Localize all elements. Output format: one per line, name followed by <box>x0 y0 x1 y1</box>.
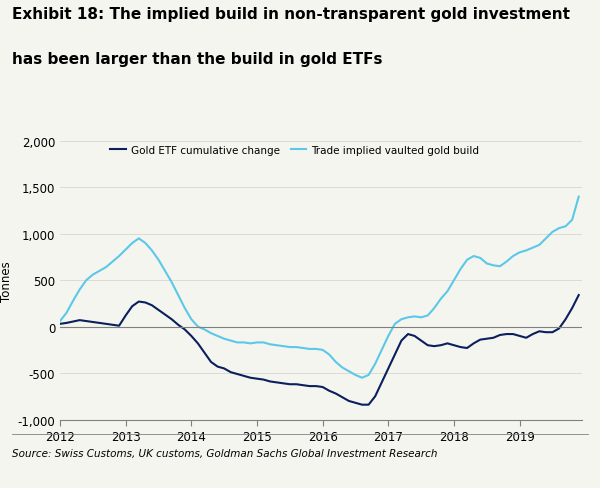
Trade implied vaulted gold build <box>371 361 379 367</box>
Trade implied vaulted gold build <box>398 317 405 323</box>
Trade implied vaulted gold build <box>286 345 293 350</box>
Text: Exhibit 18: The implied build in non-transparent gold investment: Exhibit 18: The implied build in non-tra… <box>12 7 570 22</box>
Gold ETF cumulative change <box>56 321 64 327</box>
Trade implied vaulted gold build <box>378 347 385 353</box>
Trade implied vaulted gold build <box>523 248 530 254</box>
Gold ETF cumulative change <box>575 292 583 298</box>
Text: has been larger than the build in gold ETFs: has been larger than the build in gold E… <box>12 52 383 67</box>
Trade implied vaulted gold build <box>418 315 425 321</box>
Gold ETF cumulative change <box>358 402 365 408</box>
Trade implied vaulted gold build <box>56 319 64 325</box>
Line: Gold ETF cumulative change: Gold ETF cumulative change <box>60 295 579 405</box>
Trade implied vaulted gold build <box>358 375 365 381</box>
Gold ETF cumulative change <box>398 338 405 344</box>
Gold ETF cumulative change <box>378 380 385 386</box>
Gold ETF cumulative change <box>286 382 293 387</box>
Line: Trade implied vaulted gold build: Trade implied vaulted gold build <box>60 197 579 378</box>
Y-axis label: Tonnes: Tonnes <box>0 260 13 301</box>
Gold ETF cumulative change <box>418 338 425 344</box>
Text: Source: Swiss Customs, UK customs, Goldman Sachs Global Investment Research: Source: Swiss Customs, UK customs, Goldm… <box>12 448 437 458</box>
Legend: Gold ETF cumulative change, Trade implied vaulted gold build: Gold ETF cumulative change, Trade implie… <box>106 141 484 160</box>
Gold ETF cumulative change <box>523 335 530 341</box>
Trade implied vaulted gold build <box>575 194 583 200</box>
Gold ETF cumulative change <box>371 393 379 399</box>
